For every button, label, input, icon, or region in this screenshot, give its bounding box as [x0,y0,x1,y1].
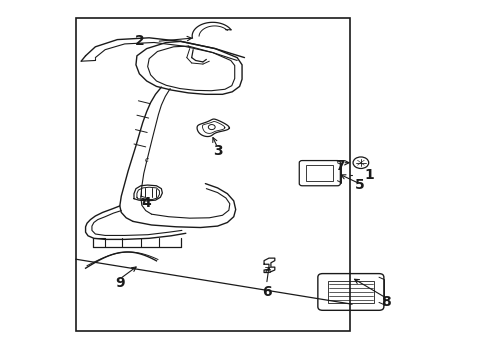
Text: c: c [144,156,148,164]
Text: 6: 6 [261,285,271,298]
Bar [327,281,373,303]
Text: 9: 9 [115,276,124,289]
Text: 7: 7 [334,159,344,172]
Text: 8: 8 [381,296,390,309]
FancyBboxPatch shape [317,274,383,310]
Text: 4: 4 [142,197,151,210]
Bar [76,18,349,331]
Text: 1: 1 [364,168,373,181]
Bar [305,165,333,181]
Text: 2: 2 [134,35,144,48]
Text: 5: 5 [354,179,364,192]
FancyBboxPatch shape [299,161,340,186]
Text: 3: 3 [212,144,222,158]
